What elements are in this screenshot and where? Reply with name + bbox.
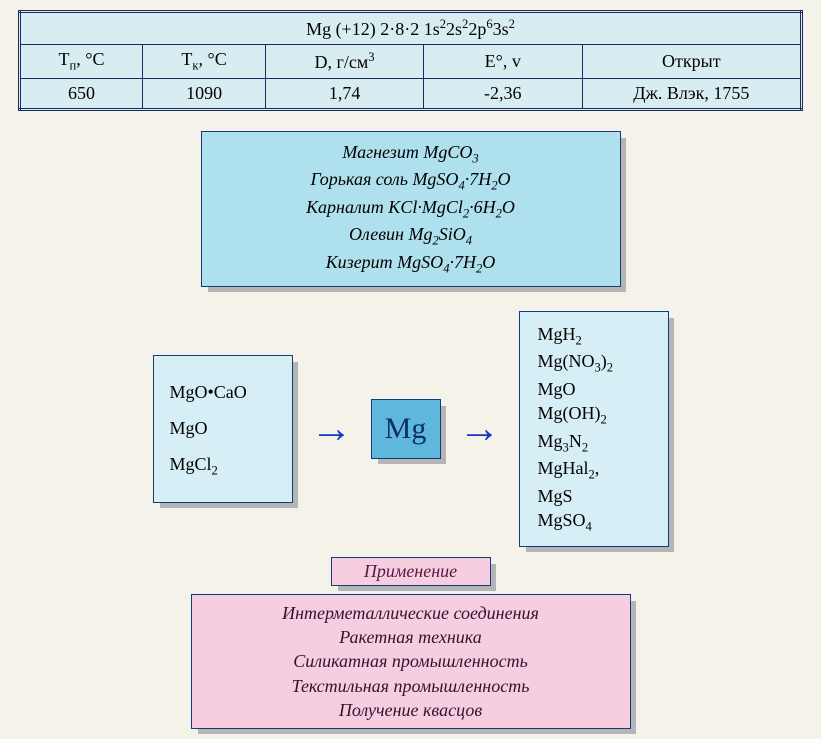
header-tp: Tп, °C xyxy=(20,45,143,79)
list-item: MgCl2 xyxy=(170,446,276,484)
list-item: Mg(NO3)2 xyxy=(538,349,650,377)
table-title: Mg (+12) 2·8·2 1s22s22p63s2 xyxy=(20,12,802,45)
list-item: Mg3N2 xyxy=(538,429,650,457)
header-e: E°, v xyxy=(424,45,583,79)
list-item: MgO xyxy=(538,377,650,401)
header-d: D, г/см3 xyxy=(266,45,424,79)
list-item: MgO xyxy=(170,410,276,446)
list-item: MgSO4 xyxy=(538,508,650,536)
list-item: Олевин Mg2SiO4 xyxy=(214,222,608,250)
header-discovered: Открыт xyxy=(582,45,801,79)
value-tp: 650 xyxy=(20,78,143,109)
applications-panel: Интерметаллические соединенияРакетная те… xyxy=(191,594,631,729)
middle-row: MgO•CaOMgOMgCl2 → Mg → MgH2Mg(NO3)2MgOMg… xyxy=(10,311,811,547)
list-item: Силикатная промышленность xyxy=(202,649,620,673)
list-item: Горькая соль MgSO4·7H2O xyxy=(214,167,608,195)
list-item: MgO•CaO xyxy=(170,374,276,410)
list-item: Получение квасцов xyxy=(202,698,620,722)
application-label: Применение xyxy=(331,557,491,586)
list-item: Интерметаллические соединения xyxy=(202,601,620,625)
value-e: -2,36 xyxy=(424,78,583,109)
list-item: Mg(OH)2 xyxy=(538,401,650,429)
value-d: 1,74 xyxy=(266,78,424,109)
list-item: MgS xyxy=(538,484,650,508)
list-item: Кизерит MgSO4·7H2O xyxy=(214,250,608,278)
minerals-panel: Магнезит MgCO3Горькая соль MgSO4·7H2OКар… xyxy=(201,131,621,287)
compounds-panel: MgH2Mg(NO3)2MgOMg(OH)2Mg3N2MgHal2,MgSMgS… xyxy=(519,311,669,547)
arrow-right-icon: → xyxy=(459,408,501,450)
value-discovered: Дж. Влэк, 1755 xyxy=(582,78,801,109)
arrow-left-icon: → xyxy=(311,408,353,450)
list-item: Ракетная техника xyxy=(202,625,620,649)
sources-panel: MgO•CaOMgOMgCl2 xyxy=(153,355,293,503)
center-element: Mg xyxy=(371,399,441,459)
value-tk: 1090 xyxy=(143,78,266,109)
list-item: Магнезит MgCO3 xyxy=(214,140,608,168)
list-item: Текстильная промышленность xyxy=(202,674,620,698)
properties-table: Mg (+12) 2·8·2 1s22s22p63s2 Tп, °C Tк, °… xyxy=(18,10,803,111)
list-item: Карналит KCl·MgCl2·6H2O xyxy=(214,195,608,223)
header-tk: Tк, °C xyxy=(143,45,266,79)
list-item: MgHal2, xyxy=(538,456,650,484)
list-item: MgH2 xyxy=(538,322,650,350)
